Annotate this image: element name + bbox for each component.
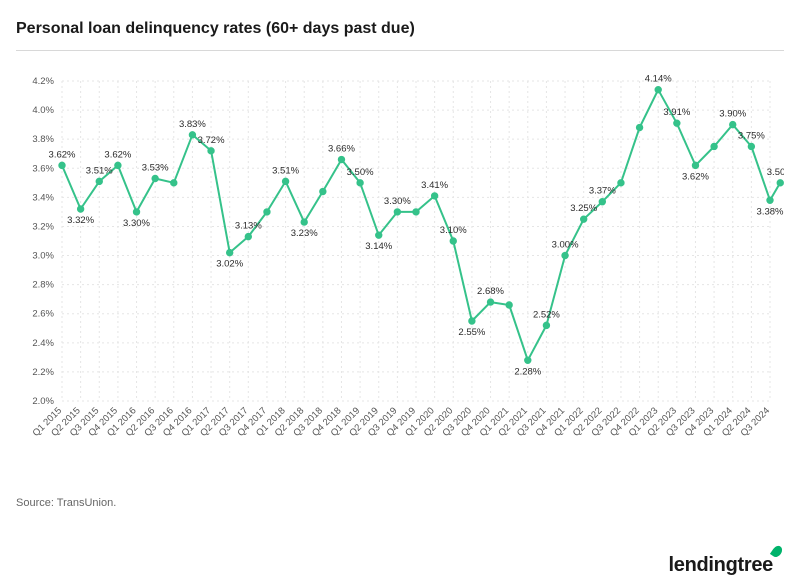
svg-text:3.0%: 3.0% [32, 251, 54, 262]
chart-title: Personal loan delinquency rates (60+ day… [16, 20, 784, 51]
svg-text:4.14%: 4.14% [645, 74, 672, 85]
svg-text:2.6%: 2.6% [32, 309, 54, 320]
svg-text:3.37%: 3.37% [589, 186, 616, 197]
svg-text:3.91%: 3.91% [663, 107, 690, 118]
svg-text:3.2%: 3.2% [32, 221, 54, 232]
svg-text:3.14%: 3.14% [365, 241, 392, 252]
svg-text:3.62%: 3.62% [682, 171, 709, 182]
svg-text:3.30%: 3.30% [123, 218, 150, 229]
brand-text: lendingtree [669, 554, 774, 576]
svg-text:3.25%: 3.25% [570, 203, 597, 214]
brand-logo: lendingtree [669, 554, 779, 577]
svg-text:3.23%: 3.23% [291, 228, 318, 239]
chart-container: Personal loan delinquency rates (60+ day… [0, 0, 800, 585]
svg-text:3.8%: 3.8% [32, 134, 54, 145]
line-chart: 2.0% 2.2% 2.4% 2.6% 2.8% 3.0% 3.2% 3.4% 3.6% 3.8%… [16, 63, 784, 483]
svg-text:2.0%: 2.0% [32, 396, 54, 407]
svg-text:3.75%: 3.75% [738, 130, 765, 141]
svg-text:3.62%: 3.62% [49, 149, 76, 160]
svg-text:2.68%: 2.68% [477, 286, 504, 297]
svg-text:3.38%: 3.38% [757, 206, 784, 217]
svg-text:2.4%: 2.4% [32, 338, 54, 349]
svg-text:2.2%: 2.2% [32, 367, 54, 378]
svg-text:3.30%: 3.30% [384, 196, 411, 207]
svg-text:3.83%: 3.83% [179, 119, 206, 130]
svg-text:3.4%: 3.4% [32, 192, 54, 203]
svg-text:3.02%: 3.02% [216, 259, 243, 270]
svg-text:4.0%: 4.0% [32, 105, 54, 116]
svg-text:3.90%: 3.90% [719, 109, 746, 120]
svg-text:3.41%: 3.41% [421, 180, 448, 191]
svg-text:3.50%: 3.50% [767, 167, 784, 178]
svg-text:3.72%: 3.72% [198, 135, 225, 146]
svg-text:3.00%: 3.00% [552, 240, 579, 251]
svg-text:3.51%: 3.51% [272, 165, 299, 176]
svg-text:3.51%: 3.51% [86, 165, 113, 176]
source-attribution: Source: TransUnion. [16, 497, 784, 509]
svg-text:3.32%: 3.32% [67, 215, 94, 226]
svg-text:2.8%: 2.8% [32, 280, 54, 291]
svg-text:2.52%: 2.52% [533, 309, 560, 320]
svg-text:2.28%: 2.28% [514, 366, 541, 377]
svg-text:3.66%: 3.66% [328, 144, 355, 155]
svg-text:3.13%: 3.13% [235, 221, 262, 232]
svg-text:3.50%: 3.50% [347, 167, 374, 178]
svg-text:3.53%: 3.53% [142, 162, 169, 173]
chart-area: 2.0% 2.2% 2.4% 2.6% 2.8% 3.0% 3.2% 3.4% 3.6% 3.8%… [16, 63, 784, 483]
svg-text:3.10%: 3.10% [440, 225, 467, 236]
svg-text:2.55%: 2.55% [458, 327, 485, 338]
svg-text:3.6%: 3.6% [32, 163, 54, 174]
svg-text:3.62%: 3.62% [104, 149, 131, 160]
svg-text:4.2%: 4.2% [32, 76, 54, 87]
